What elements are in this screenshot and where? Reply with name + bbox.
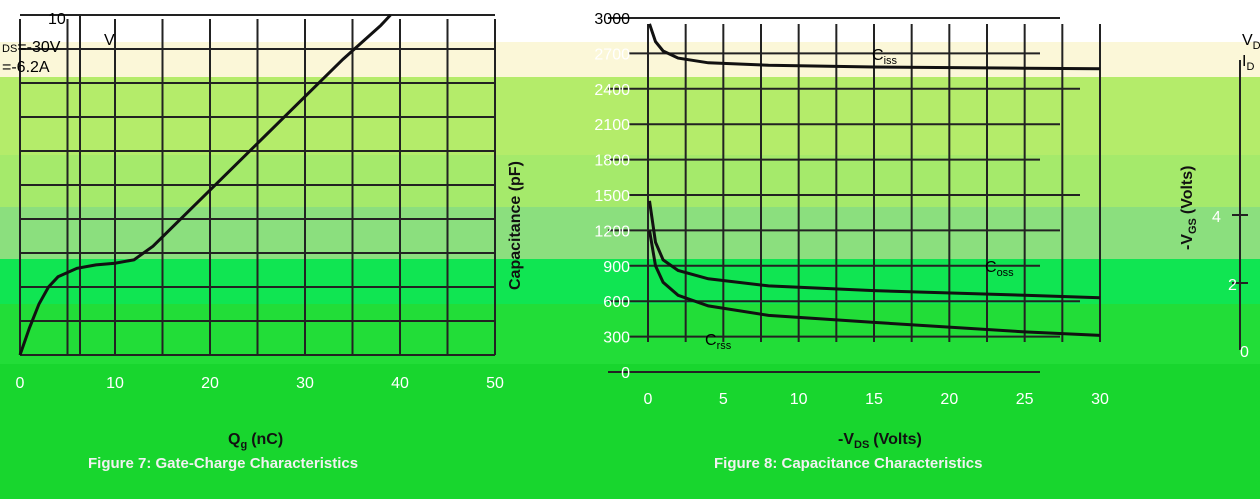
y-tick-10: 10: [48, 11, 66, 28]
capacitance-curve-rss: [648, 230, 1101, 337]
right-axis-title: -VGS(Volts): [1179, 166, 1199, 251]
y-tick-label: 600: [603, 294, 630, 311]
capacitance-curves: [648, 23, 1101, 337]
right-annotation-vd: VD: [1242, 32, 1260, 52]
x-tick-label: 25: [1016, 391, 1034, 408]
y-axis-title-capacitance: Capacitance (pF): [507, 161, 524, 290]
series-label-crss: Crss: [705, 332, 732, 352]
x-tick-label: 20: [940, 391, 958, 408]
figure-7-caption: Figure 7: Gate-Charge Characteristics: [88, 455, 358, 472]
right-annotation-id: ID: [1242, 53, 1254, 73]
right-tick-4: 4: [1212, 209, 1221, 226]
capacitance-curve-iss: [648, 23, 1101, 71]
y-tick-label: 2400: [594, 82, 630, 99]
x-tick-label: 10: [106, 375, 124, 392]
x-tick-label: 10: [790, 391, 808, 408]
capacitance-curve-oss: [648, 200, 1101, 300]
x-tick-label: 30: [1091, 391, 1109, 408]
y-tick-label: 0: [621, 365, 630, 382]
annotation-v: V: [104, 32, 115, 49]
gate-charge-ticks: 0 10 20 30 40 50: [16, 375, 504, 392]
y-tick-label: 3000: [594, 11, 630, 28]
gate-charge-grid: [19, 14, 496, 356]
x-axis-title-qg: Qg (nC): [228, 431, 283, 451]
right-tick-2: 2: [1228, 277, 1237, 294]
y-tick-label: 300: [603, 330, 630, 347]
y-tick-label: 1200: [594, 223, 630, 240]
y-tick-label: 2100: [594, 117, 630, 134]
x-tick-label: 5: [719, 391, 728, 408]
annotation-id: =-6.2A: [2, 59, 50, 76]
figure-8-caption: Figure 8: Capacitance Characteristics: [714, 455, 982, 472]
band-bottom: [0, 364, 1260, 499]
right-tick-0: 0: [1240, 344, 1249, 361]
series-label-coss: Coss: [985, 259, 1014, 279]
x-tick-label: 20: [201, 375, 219, 392]
gate-charge-curve: [18, 13, 392, 356]
y-tick-label: 1800: [594, 153, 630, 170]
x-tick-label: 40: [391, 375, 409, 392]
y-tick-label: 2700: [594, 46, 630, 63]
x-tick-label: 0: [16, 375, 25, 392]
x-tick-label: 15: [865, 391, 883, 408]
capacitance-grid: [608, 17, 1101, 373]
x-axis-title-vds: -VDS (Volts): [838, 431, 922, 451]
series-label-ciss: Ciss: [872, 47, 898, 67]
y-tick-label: 1500: [594, 188, 630, 205]
x-tick-label: 50: [486, 375, 504, 392]
x-tick-label: 0: [644, 391, 653, 408]
y-tick-label: 900: [603, 259, 630, 276]
x-tick-label: 30: [296, 375, 314, 392]
annotation-vds: DS=-30V: [2, 39, 61, 56]
gate-charge-curves: [18, 13, 392, 356]
